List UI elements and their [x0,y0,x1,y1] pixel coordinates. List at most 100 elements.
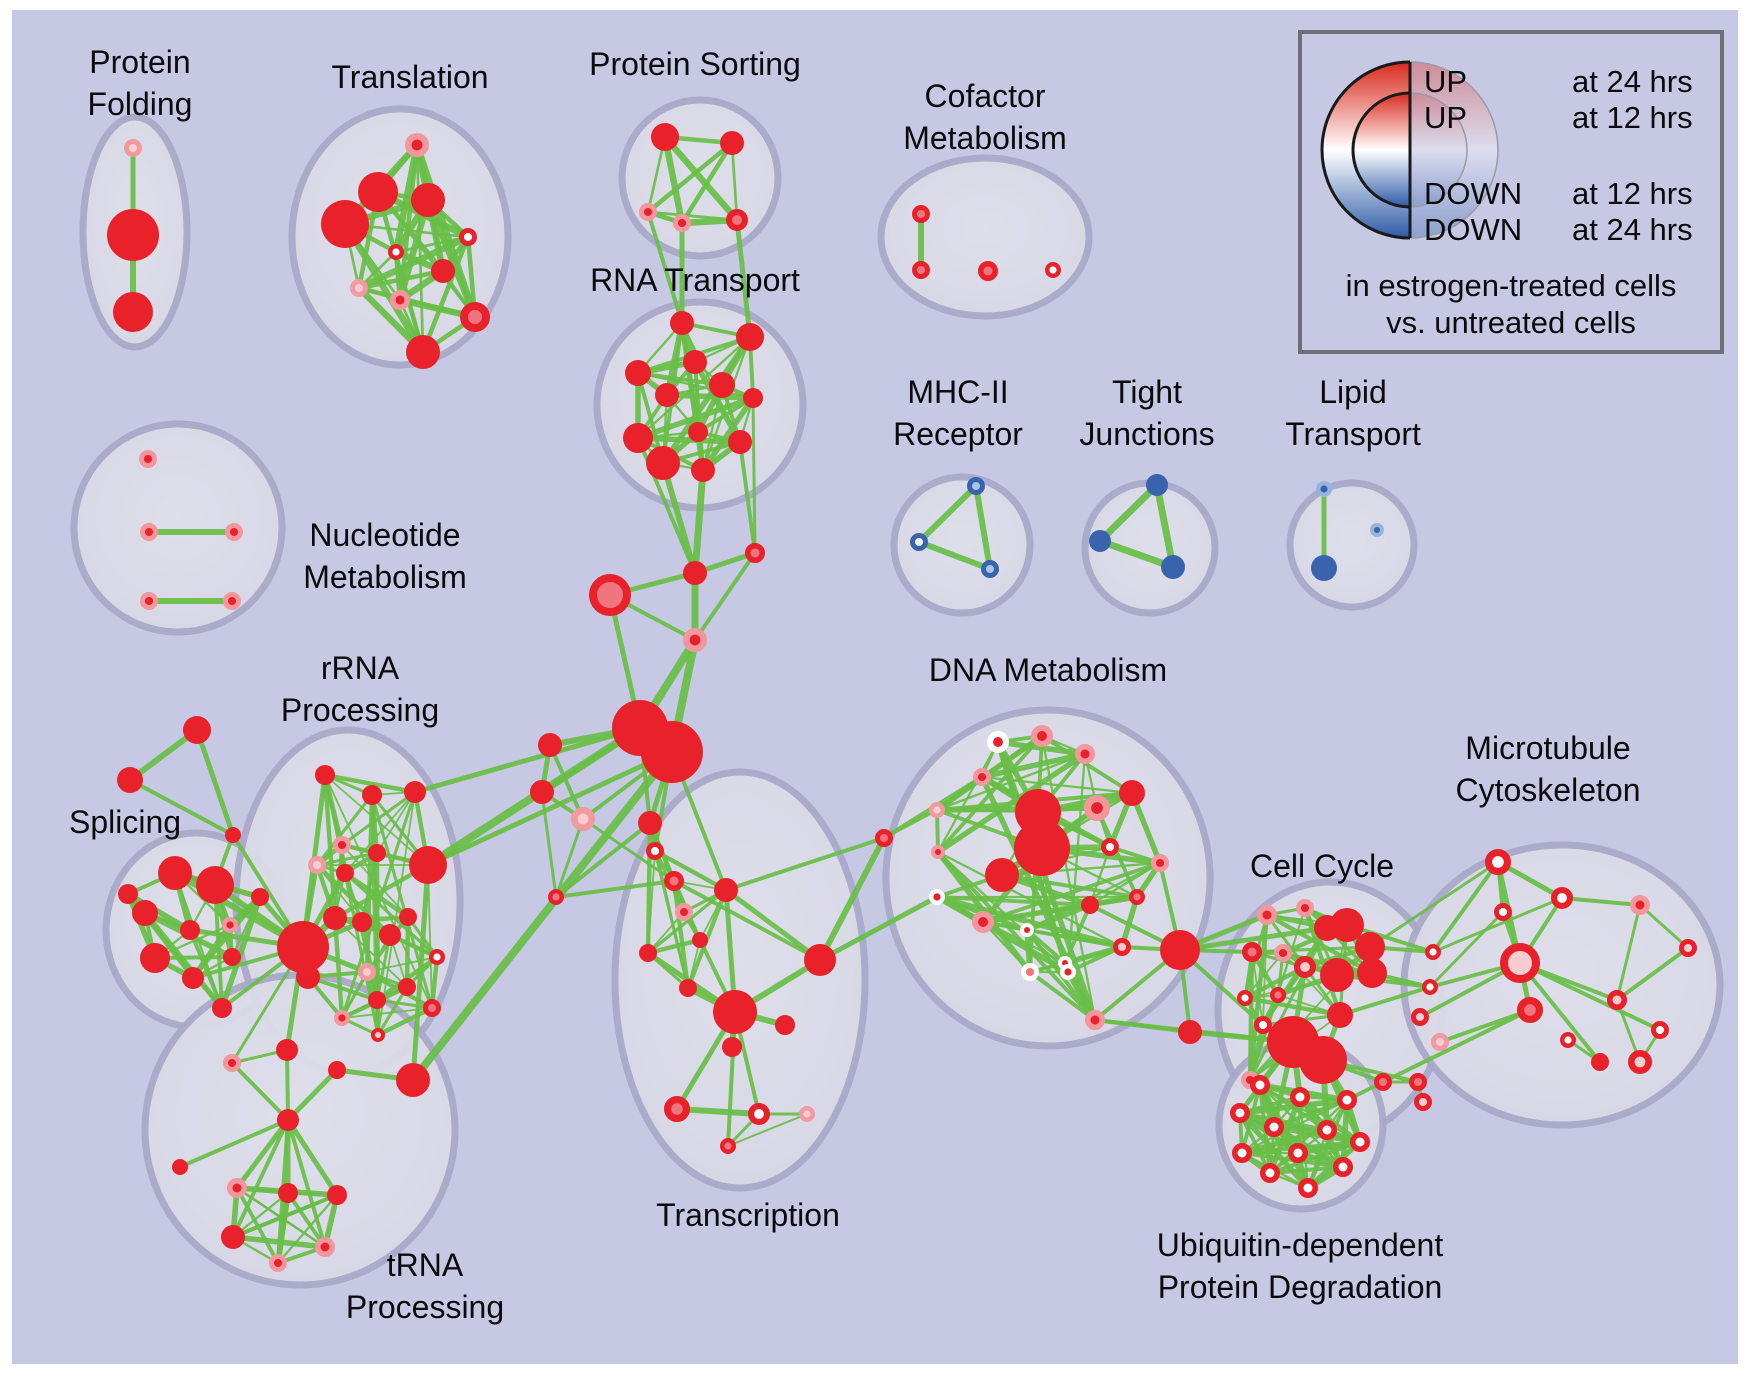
network-edge [322,772,418,795]
network-node [328,1061,346,1079]
cluster-label-mhc-ii-receptor: MHC-II [907,374,1008,410]
cluster-label-cell-cycle: Cell Cycle [1250,848,1394,884]
network-node [276,1039,298,1061]
network-edge [231,1193,339,1239]
network-node [1288,1143,1308,1163]
network-node [713,990,757,1034]
network-node [1044,262,1061,279]
network-node [682,627,707,652]
network-node [180,920,200,940]
network-node [625,360,651,386]
network-node [1264,1117,1284,1137]
network-node [225,827,241,843]
network-edge [424,196,479,321]
network-edge [376,985,409,1037]
cluster-label-ubiquitin-degradation: Ubiquitin-dependent [1157,1227,1444,1263]
network-edge [671,878,691,991]
network-node [799,1105,816,1122]
cluster-label-trna-processing: tRNA [387,1247,464,1283]
network-edge [375,998,434,1010]
network-node [623,423,653,453]
network-node [269,1253,288,1272]
network-node [972,911,995,934]
network-edge [1242,964,1308,1001]
network-edge [679,140,735,226]
network-node [987,731,1010,754]
network-node [736,323,764,351]
network-node [664,871,684,891]
network-edge [1560,896,1642,907]
network-edge [701,383,724,472]
network-edge [540,790,558,899]
network-edge [1615,946,1690,1002]
legend-caption: vs. untreated cells [1386,305,1636,340]
network-node [972,767,991,786]
network-node [278,1183,298,1203]
cluster-ellipse-nucleotide-metabolism [70,420,286,636]
network-edge [646,210,684,325]
legend-inner-right-arc [1409,92,1468,208]
network-node [251,888,269,906]
network-node [212,998,232,1018]
network-edge [936,850,1097,1022]
network-node [688,422,708,442]
network-edge [693,551,757,642]
cluster-label-protein-folding: Protein [89,44,190,80]
network-node [1333,1157,1353,1177]
network-node [323,906,347,930]
network-node [674,902,693,921]
network-edge [817,835,887,963]
network-node [1551,887,1574,910]
network-node [1112,937,1131,956]
network-node [221,917,238,934]
network-node [327,1185,347,1205]
network-node [911,205,930,224]
legend-time-label: at 12 hrs [1572,176,1693,211]
network-edge [125,891,193,933]
network-node [1253,1015,1272,1034]
network-edge [724,836,886,892]
network-node [722,1037,742,1057]
cluster-label-transcription: Transcription [656,1197,840,1233]
network-node [1330,908,1364,942]
network-node [679,979,697,997]
network-edge [178,1118,290,1169]
cluster-label-microtubule-cytoskeleton: Cytoskeleton [1456,772,1641,808]
network-node [645,841,664,860]
network-edge [194,727,236,838]
network-node [358,172,398,212]
network-edge [375,1005,435,1038]
network-node [1257,905,1277,925]
network-edge [674,1106,762,1117]
nodes-layer [107,123,1697,1272]
network-edge [979,751,1088,780]
network-node [1299,1036,1347,1084]
network-node [1591,1053,1609,1071]
network-edge [1066,752,1087,974]
legend-fade-right-half [1410,62,1498,238]
network-node [225,522,244,541]
network-node [321,200,369,248]
network-edge [738,440,757,555]
network-node [1031,725,1054,748]
network-edge [691,466,707,577]
network-node [336,864,354,882]
network-node [670,311,694,335]
cluster-ellipse-lipid-transport [1286,479,1418,611]
network-edge [554,817,585,899]
network-node [362,785,382,805]
cluster-label-splicing: Splicing [69,804,181,840]
network-node [638,203,657,222]
network-node [1650,1020,1669,1039]
network-edge [1428,910,1505,989]
cluster-label-trna-processing: Processing [346,1289,504,1325]
network-node [1242,942,1262,962]
network-edge [1615,903,1642,1002]
network-node [1161,555,1185,579]
network-edge [1338,985,1432,1017]
network-node [1230,1103,1250,1123]
network-edge [660,334,753,466]
network-edge [306,975,379,1002]
